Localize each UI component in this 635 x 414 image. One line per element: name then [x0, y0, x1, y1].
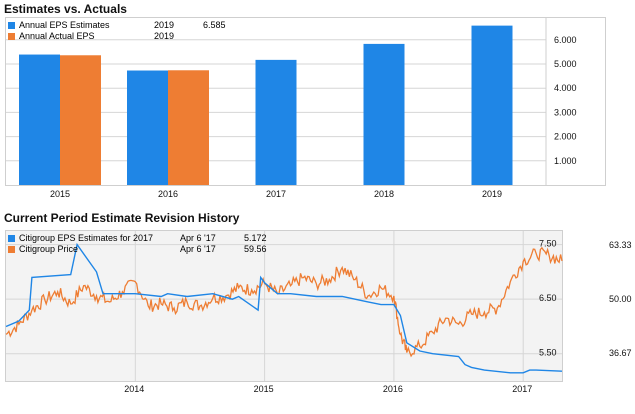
legend-label: Citigroup EPS Estimates for 2017 [19, 233, 154, 243]
eps-estimate-series-line [5, 242, 563, 374]
legend-value: 5.172 [244, 233, 267, 243]
x-tick-label: 2015 [50, 189, 70, 199]
legend-item-estimates[interactable]: Annual EPS Estimates 2019 6.585 [8, 20, 226, 31]
legend-value: 6.585 [203, 20, 226, 30]
estimates-vs-actuals-chart: 1.000 2.000 3.000 4.000 5.000 6.000 2015 2016 20… [5, 17, 606, 199]
revision-history-title: Current Period Estimate Revision History [4, 211, 240, 225]
line-chart-legend: Citigroup EPS Estimates for 2017 Apr 6 '… [8, 233, 267, 255]
legend-swatch-blue [8, 22, 15, 29]
x-tick-label: 2014 [124, 384, 144, 394]
x-tick-label: 2019 [482, 189, 502, 199]
left-y-tick-label: 5.50 [539, 348, 557, 358]
x-tick-label: 2017 [266, 189, 286, 199]
x-tick-label: 2016 [158, 189, 178, 199]
right-y-tick-label: 50.00 [609, 294, 632, 304]
y-tick-label: 4.000 [554, 83, 577, 93]
legend-year: 2019 [154, 20, 175, 30]
x-tick-label: 2017 [512, 384, 532, 394]
price-series-line [5, 246, 563, 358]
x-tick-label: 2015 [254, 384, 274, 394]
legend-date: Apr 6 '17 [180, 244, 216, 254]
legend-label: Annual Actual EPS [19, 31, 95, 41]
bar-estimate-2016 [127, 70, 168, 185]
legend-item-actuals[interactable]: Annual Actual EPS 2019 [8, 31, 174, 42]
plot-background [6, 231, 562, 381]
left-y-tick-label: 7.50 [539, 239, 557, 249]
bar-actual-2016 [168, 70, 209, 185]
legend-swatch-orange [8, 246, 15, 253]
legend-label: Citigroup Price [19, 244, 79, 254]
bar-chart-legend: Annual EPS Estimates 2019 6.585 Annual A… [8, 20, 226, 42]
y-tick-label: 1.000 [554, 156, 577, 166]
x-tick-label: 2016 [383, 384, 403, 394]
legend-value: 59.56 [244, 244, 267, 254]
bar-estimate-2019 [471, 25, 513, 185]
legend-swatch-blue [8, 235, 15, 242]
legend-swatch-orange [8, 33, 15, 40]
legend-item-eps-estimates[interactable]: Citigroup EPS Estimates for 2017 Apr 6 '… [8, 233, 267, 244]
revision-history-chart: Citigroup EPS Estimates for 2017 Apr 6 '… [5, 230, 563, 382]
legend-year: 2019 [154, 31, 175, 41]
y-tick-label: 3.000 [554, 107, 577, 117]
bar-chart-svg: 1.000 2.000 3.000 4.000 5.000 6.000 2015 2016 20… [6, 18, 577, 199]
bar-estimate-2017 [255, 59, 297, 185]
left-y-tick-label: 6.50 [539, 293, 557, 303]
legend-label: Annual EPS Estimates [19, 20, 110, 30]
y-tick-label: 6.000 [554, 35, 577, 45]
y-tick-label: 2.000 [554, 132, 577, 142]
y-tick-label: 5.000 [554, 59, 577, 69]
bar-estimate-2018 [363, 43, 405, 186]
right-y-tick-label: 36.67 [609, 348, 632, 358]
line-chart-svg [5, 231, 563, 381]
right-y-tick-label: 63.33 [609, 240, 632, 250]
estimates-vs-actuals-title: Estimates vs. Actuals [4, 2, 127, 16]
legend-item-price[interactable]: Citigroup Price Apr 6 '17 59.56 [8, 244, 267, 255]
x-tick-label: 2018 [374, 189, 394, 199]
bar-actual-2015 [60, 55, 101, 186]
bar-estimate-2015 [19, 54, 60, 186]
legend-date: Apr 6 '17 [180, 233, 216, 243]
